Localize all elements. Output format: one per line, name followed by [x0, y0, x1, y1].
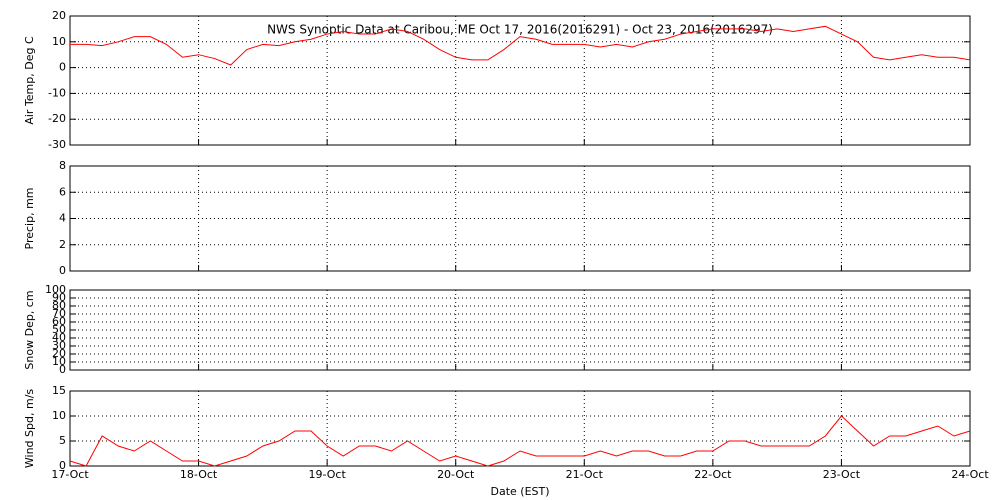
- x-tick-label: 18-Oct: [180, 468, 218, 481]
- data-line: [70, 25, 971, 66]
- x-tick-label: 17-Oct: [51, 468, 89, 481]
- x-tick-label: 22-Oct: [694, 468, 732, 481]
- y-tick-label: -30: [48, 138, 66, 151]
- y-axis-label: Snow Dep, cm: [23, 290, 36, 369]
- y-tick-label: 100: [45, 283, 66, 296]
- y-tick-label: 10: [52, 409, 66, 422]
- x-axis-label: Date (EST): [490, 485, 549, 498]
- x-tick-label: 19-Oct: [308, 468, 346, 481]
- y-tick-label: 50: [52, 323, 66, 336]
- y-tick-label: 5: [59, 434, 66, 447]
- y-tick-label: -10: [48, 86, 66, 99]
- y-tick-label: 0: [59, 264, 66, 277]
- plot-frame: [69, 390, 971, 467]
- y-tick-label: 15: [52, 384, 66, 397]
- y-axis-label: Wind Spd, m/s: [23, 389, 36, 469]
- y-tick-label: 8: [59, 159, 66, 172]
- x-tick-label: 24-Oct: [951, 468, 989, 481]
- y-tick-label: 2: [59, 238, 66, 251]
- y-tick-label: 20: [52, 9, 66, 22]
- plot-frame: [69, 15, 971, 146]
- y-tick-label: 70: [52, 307, 66, 320]
- x-tick-label: 20-Oct: [437, 468, 475, 481]
- x-tick-label: 23-Oct: [823, 468, 861, 481]
- y-tick-label: 30: [52, 339, 66, 352]
- y-tick-label: 0: [59, 61, 66, 74]
- y-tick-label: -20: [48, 112, 66, 125]
- y-tick-label: 0: [59, 363, 66, 376]
- chart-title: NWS Synoptic Data at Caribou, ME Oct 17,…: [267, 23, 773, 37]
- data-line: [69, 415, 971, 467]
- x-tick-label: 21-Oct: [566, 468, 604, 481]
- y-tick-label: 6: [59, 185, 66, 198]
- y-tick-label: 10: [52, 35, 66, 48]
- y-tick-label: 20: [52, 347, 66, 360]
- y-tick-label: 10: [52, 355, 66, 368]
- y-axis-label: Air Temp, Deg C: [23, 36, 36, 125]
- y-tick-label: 40: [52, 331, 66, 344]
- y-tick-label: 0: [59, 459, 66, 472]
- y-tick-label: 4: [59, 212, 66, 225]
- y-tick-label: 80: [52, 299, 66, 312]
- y-tick-label: 90: [52, 291, 66, 304]
- y-tick-label: 60: [52, 315, 66, 328]
- y-axis-label: Precip, mm: [23, 188, 36, 250]
